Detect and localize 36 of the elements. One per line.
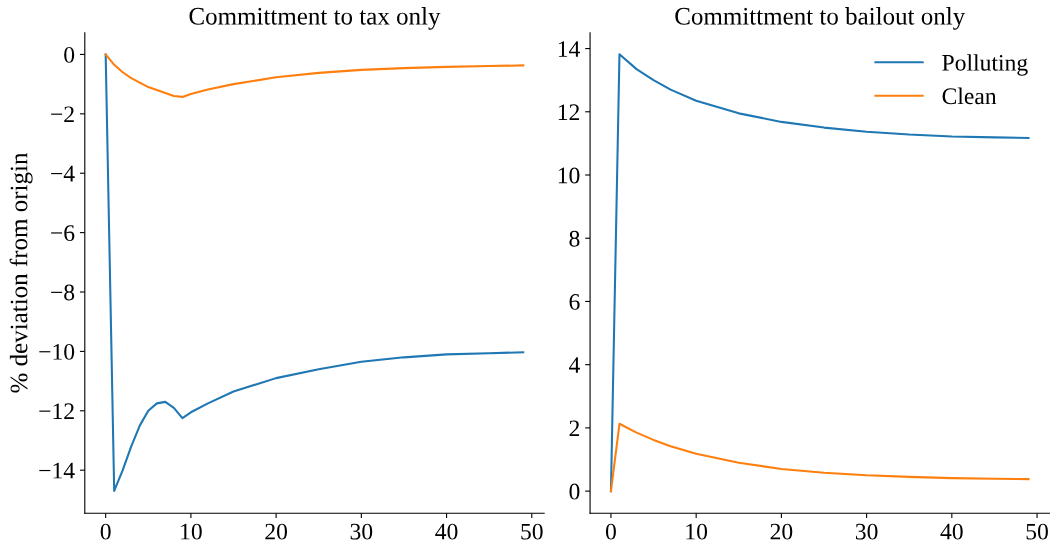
y-tick-label: 14	[558, 41, 580, 57]
y-tick-label: 12	[558, 104, 580, 120]
x-tick-label: 10	[181, 523, 202, 540]
y-tick-label: 10	[558, 167, 580, 184]
line-series	[104, 53, 525, 98]
y-tick-label: −2	[51, 106, 74, 123]
y-tick-label: 0	[569, 483, 580, 500]
x-tick-label: 0	[605, 523, 616, 540]
y-tick-label: 8	[569, 230, 580, 247]
y-tick-label: 0	[64, 46, 75, 63]
x-tick-label: 40	[435, 523, 458, 540]
y-tick-label: 2	[569, 420, 580, 437]
y-tick-label: −10	[39, 343, 75, 360]
line-series	[609, 422, 1030, 493]
x-tick-label: 50	[521, 523, 543, 540]
x-tick-label: 20	[770, 523, 793, 540]
chart-title: Committment to tax only	[189, 7, 441, 30]
y-tick-label: −14	[39, 462, 75, 479]
x-tick-label: 20	[265, 523, 288, 540]
legend-label: Clean	[942, 87, 997, 105]
y-tick-label: −12	[39, 403, 74, 419]
y-tick-label: 4	[569, 357, 580, 373]
x-tick-label: 10	[686, 523, 708, 540]
line-series	[104, 53, 525, 493]
x-tick-label: 40	[940, 523, 963, 540]
x-tick-label: 0	[100, 523, 111, 540]
y-tick-label: −6	[51, 225, 75, 242]
x-tick-label: 50	[1026, 523, 1048, 540]
chart-title: Committment to bailout only	[675, 7, 966, 30]
y-tick-label: −4	[51, 165, 75, 182]
x-tick-label: 30	[855, 523, 878, 540]
y-axis-title: % deviation from origin	[9, 152, 33, 393]
y-tick-label: −8	[51, 284, 75, 301]
legend-label: Polluting	[942, 54, 1028, 76]
x-tick-label: 30	[350, 523, 373, 540]
y-tick-label: 6	[569, 294, 580, 310]
